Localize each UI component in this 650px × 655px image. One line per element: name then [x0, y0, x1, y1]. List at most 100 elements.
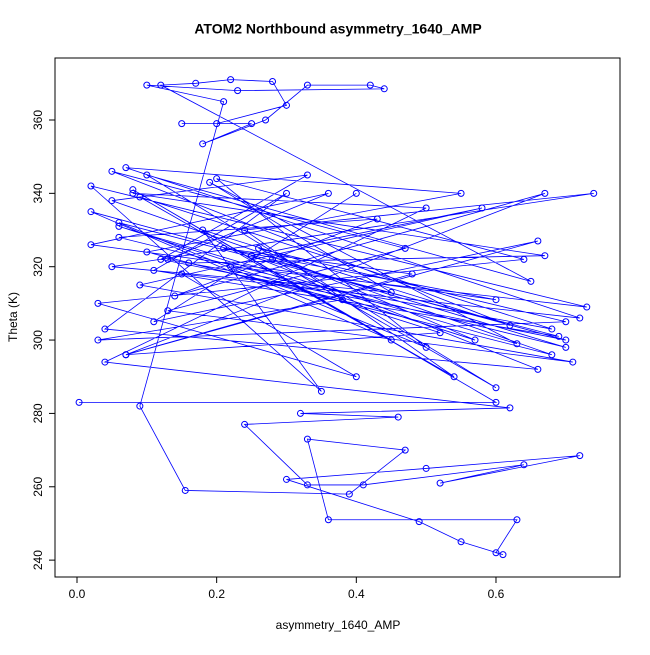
data-point: [345, 490, 353, 498]
data-point: [171, 292, 179, 300]
y-tick-label: 360: [31, 110, 45, 130]
data-point: [108, 263, 116, 271]
data-point: [227, 263, 235, 271]
data-point: [136, 402, 144, 410]
data-point: [366, 81, 374, 89]
data-point: [401, 446, 409, 454]
data-point: [87, 208, 95, 216]
data-point: [303, 435, 311, 443]
y-tick-label: 320: [31, 256, 45, 276]
data-point: [129, 186, 137, 194]
data-point: [164, 307, 172, 315]
data-point: [541, 252, 549, 260]
data-point: [569, 358, 577, 366]
data-point: [478, 204, 486, 212]
series-line: [79, 79, 594, 556]
x-tick-label: 0.4: [348, 587, 365, 601]
data-point: [150, 266, 158, 274]
data-point: [324, 189, 332, 197]
data-point: [122, 351, 130, 359]
data-point: [513, 340, 521, 348]
data-point: [248, 120, 256, 128]
data-point: [324, 516, 332, 524]
data-point: [136, 281, 144, 289]
data-point: [457, 189, 465, 197]
data-point: [143, 171, 151, 179]
y-tick-label: 300: [31, 330, 45, 350]
data-point: [115, 233, 123, 241]
data-point: [548, 351, 556, 359]
data-point: [450, 373, 458, 381]
x-tick-label: 0.6: [488, 587, 505, 601]
data-point: [108, 197, 116, 205]
data-point: [101, 358, 109, 366]
data-point: [115, 219, 123, 227]
x-axis-label: asymmetry_1640_AMP: [276, 618, 401, 632]
data-point: [562, 318, 570, 326]
data-point: [380, 85, 388, 93]
data-point: [471, 336, 479, 344]
data-point: [499, 551, 507, 559]
data-point: [303, 481, 311, 489]
data-point: [576, 452, 584, 460]
data-point: [234, 87, 242, 95]
data-point: [422, 343, 430, 351]
y-tick-label: 240: [31, 550, 45, 570]
data-point: [227, 76, 235, 84]
data-point: [220, 244, 228, 252]
data-point: [492, 296, 500, 304]
data-point: [282, 475, 290, 483]
data-point: [181, 486, 189, 494]
data-point: [94, 336, 102, 344]
data-point: [590, 189, 598, 197]
data-point: [129, 189, 137, 197]
data-point: [269, 255, 277, 263]
data-point: [262, 116, 270, 124]
data-point: [555, 332, 563, 340]
data-point: [199, 140, 207, 148]
data-point: [408, 270, 416, 278]
data-point: [387, 336, 395, 344]
data-point: [108, 167, 116, 175]
data-point: [492, 549, 500, 557]
y-tick-label: 340: [31, 183, 45, 203]
data-point: [206, 178, 214, 186]
data-point: [506, 404, 514, 412]
data-point: [415, 518, 423, 526]
data-point: [282, 189, 290, 197]
data-point: [436, 479, 444, 487]
data-point: [387, 288, 395, 296]
data-point: [296, 409, 304, 417]
data-point: [352, 189, 360, 197]
data-point: [94, 299, 102, 307]
data-point: [185, 259, 193, 267]
data-point: [457, 538, 465, 546]
data-point: [534, 365, 542, 373]
data-point: [143, 81, 151, 89]
data-point: [178, 120, 186, 128]
data-point: [115, 222, 123, 230]
data-point: [373, 215, 381, 223]
data-point: [562, 336, 570, 344]
data-point: [338, 296, 346, 304]
data-point: [220, 98, 228, 106]
data-point: [562, 343, 570, 351]
y-axis-label: Theta (K): [6, 292, 20, 342]
data-point: [303, 171, 311, 179]
data-point: [520, 255, 528, 263]
data-point: [422, 204, 430, 212]
data-point: [534, 237, 542, 245]
data-point: [213, 120, 221, 128]
data-point: [576, 314, 584, 322]
data-point: [422, 464, 430, 472]
data-point: [269, 77, 277, 85]
x-tick-label: 0.0: [69, 587, 86, 601]
data-point: [178, 270, 186, 278]
data-point: [541, 189, 549, 197]
data-point: [255, 244, 263, 252]
data-point: [143, 248, 151, 256]
y-tick-label: 260: [31, 476, 45, 496]
data-point: [520, 461, 528, 469]
